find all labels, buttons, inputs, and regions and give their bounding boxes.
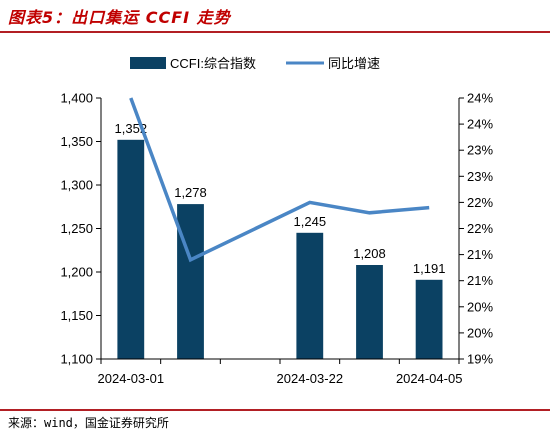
left-tick-label: 1,350 xyxy=(60,134,93,149)
left-tick-label: 1,150 xyxy=(60,308,93,323)
yoy-growth-line xyxy=(129,97,430,263)
bar-value-label: 1,278 xyxy=(174,185,207,200)
x-tick-label: 2024-04-05 xyxy=(396,371,463,386)
bar-value-label: 1,208 xyxy=(353,246,386,261)
source-note: 来源：wind，国金证券研究所 xyxy=(8,416,169,430)
chart-legend: CCFI:综合指数 同比增速 xyxy=(130,56,380,71)
right-tick-label: 20% xyxy=(467,299,493,314)
x-tick-label: 2024-03-01 xyxy=(98,371,165,386)
bar-2024-03-22 xyxy=(296,232,324,359)
left-tick-label: 1,250 xyxy=(60,221,93,236)
x-tick-label: 2024-03-22 xyxy=(277,371,344,386)
title-rule xyxy=(0,31,550,33)
legend-bar-swatch xyxy=(130,57,166,69)
bar-value-label: 1,191 xyxy=(413,261,446,276)
right-tick-label: 21% xyxy=(467,273,493,288)
right-tick-label: 22% xyxy=(467,195,493,210)
right-tick-label: 22% xyxy=(467,221,493,236)
bar-2024-03-01 xyxy=(117,139,145,359)
legend-bar-label: CCFI:综合指数 xyxy=(170,56,256,71)
ccfi-chart: CCFI:综合指数 同比增速 1,3521,2781,2451,2081,191… xyxy=(60,56,493,386)
left-tick-label: 1,300 xyxy=(60,178,93,193)
right-tick-label: 24% xyxy=(467,117,493,132)
left-tick-label: 1,200 xyxy=(60,265,93,280)
figure-title: 图表5：出口集运 CCFI 走势 xyxy=(8,8,231,27)
right-tick-label: 21% xyxy=(467,247,493,262)
right-tick-label: 23% xyxy=(467,169,493,184)
source-rule xyxy=(0,409,550,411)
right-tick-label: 23% xyxy=(467,143,493,158)
bar-value-label: 1,245 xyxy=(294,214,327,229)
left-tick-label: 1,400 xyxy=(60,91,93,106)
bar-2024-03-08 xyxy=(177,204,204,359)
right-tick-label: 20% xyxy=(467,325,493,340)
left-tick-label: 1,100 xyxy=(60,352,93,367)
right-tick-label: 24% xyxy=(467,91,493,106)
legend-line-label: 同比增速 xyxy=(328,56,380,71)
right-tick-label: 19% xyxy=(467,352,493,367)
bar-2024-03-29 xyxy=(356,265,383,359)
bar-2024-04-05 xyxy=(415,279,443,359)
